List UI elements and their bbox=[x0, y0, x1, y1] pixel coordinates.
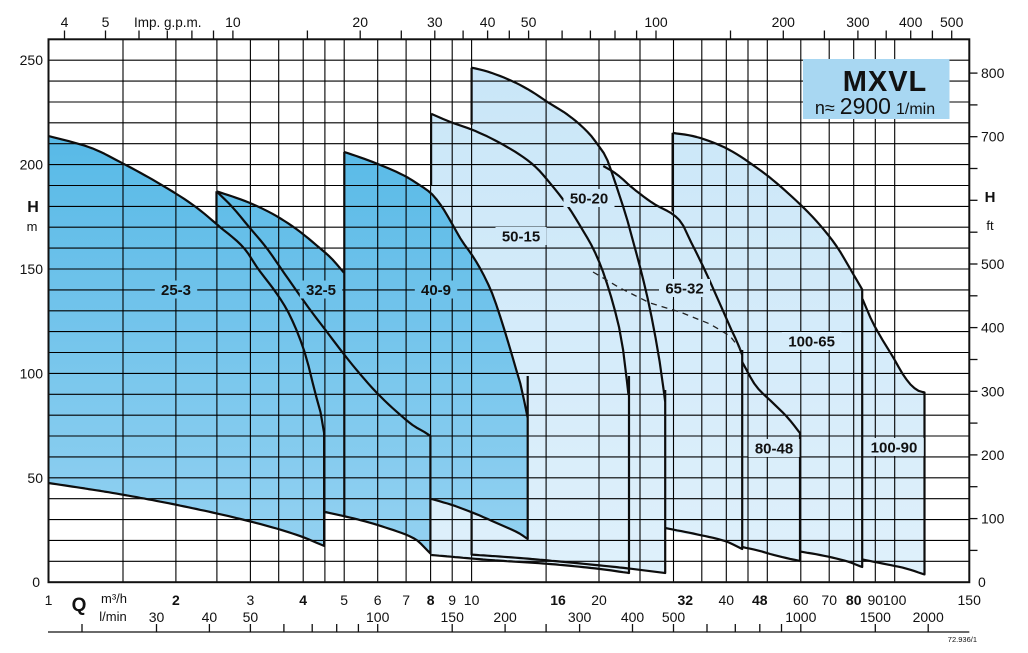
svg-text:100: 100 bbox=[366, 609, 390, 625]
svg-text:50: 50 bbox=[243, 609, 259, 625]
svg-text:300: 300 bbox=[568, 609, 592, 625]
svg-text:32: 32 bbox=[678, 592, 694, 608]
svg-text:72.936/1: 72.936/1 bbox=[948, 635, 977, 644]
svg-text:ft: ft bbox=[986, 218, 994, 233]
svg-text:2: 2 bbox=[172, 592, 180, 608]
svg-text:50: 50 bbox=[27, 470, 43, 486]
svg-text:200: 200 bbox=[981, 447, 1005, 463]
svg-text:700: 700 bbox=[981, 129, 1005, 145]
svg-text:500: 500 bbox=[981, 256, 1005, 272]
svg-text:500: 500 bbox=[662, 609, 686, 625]
svg-text:9: 9 bbox=[448, 592, 456, 608]
svg-text:6: 6 bbox=[374, 592, 382, 608]
svg-text:20: 20 bbox=[591, 592, 607, 608]
svg-text:50-15: 50-15 bbox=[502, 229, 540, 246]
svg-text:100: 100 bbox=[883, 592, 907, 608]
svg-text:200: 200 bbox=[20, 157, 44, 173]
svg-text:70: 70 bbox=[821, 592, 837, 608]
svg-text:H: H bbox=[985, 189, 996, 206]
svg-text:1000: 1000 bbox=[785, 609, 816, 625]
svg-text:16: 16 bbox=[550, 592, 566, 608]
svg-text:800: 800 bbox=[981, 65, 1005, 81]
svg-text:40-9: 40-9 bbox=[421, 282, 451, 299]
svg-text:150: 150 bbox=[441, 609, 465, 625]
svg-text:m³/h: m³/h bbox=[101, 591, 127, 606]
svg-text:4: 4 bbox=[299, 592, 307, 608]
svg-text:500: 500 bbox=[940, 14, 964, 30]
svg-text:60: 60 bbox=[793, 592, 809, 608]
svg-text:10: 10 bbox=[464, 592, 480, 608]
svg-text:32-5: 32-5 bbox=[306, 282, 336, 299]
svg-text:40: 40 bbox=[480, 14, 496, 30]
svg-text:4: 4 bbox=[61, 14, 69, 30]
svg-text:H: H bbox=[27, 199, 39, 216]
svg-text:50-20: 50-20 bbox=[570, 191, 608, 208]
svg-text:48: 48 bbox=[752, 592, 768, 608]
svg-text:3: 3 bbox=[247, 592, 255, 608]
svg-text:5: 5 bbox=[340, 592, 348, 608]
svg-text:0: 0 bbox=[32, 574, 40, 590]
svg-text:400: 400 bbox=[981, 320, 1005, 336]
svg-text:25-3: 25-3 bbox=[161, 282, 191, 299]
svg-text:300: 300 bbox=[981, 383, 1005, 399]
svg-text:7: 7 bbox=[402, 592, 410, 608]
svg-text:80: 80 bbox=[846, 592, 862, 608]
svg-text:m: m bbox=[27, 219, 38, 234]
svg-text:40: 40 bbox=[202, 609, 218, 625]
svg-text:1: 1 bbox=[45, 592, 53, 608]
svg-text:150: 150 bbox=[958, 592, 982, 608]
svg-text:200: 200 bbox=[772, 14, 796, 30]
svg-text:100-65: 100-65 bbox=[788, 334, 835, 351]
svg-text:5: 5 bbox=[102, 14, 110, 30]
svg-text:40: 40 bbox=[719, 592, 735, 608]
svg-text:MXVL: MXVL bbox=[843, 66, 928, 98]
svg-text:0: 0 bbox=[978, 574, 986, 590]
svg-text:Q: Q bbox=[72, 595, 87, 616]
svg-text:250: 250 bbox=[20, 52, 44, 68]
svg-text:8: 8 bbox=[427, 592, 435, 608]
svg-text:10: 10 bbox=[225, 14, 241, 30]
svg-text:65-32: 65-32 bbox=[665, 281, 703, 298]
svg-text:150: 150 bbox=[20, 261, 44, 277]
svg-text:30: 30 bbox=[149, 609, 165, 625]
svg-text:300: 300 bbox=[846, 14, 870, 30]
svg-text:100: 100 bbox=[20, 365, 44, 381]
svg-text:100: 100 bbox=[644, 14, 668, 30]
svg-text:80-48: 80-48 bbox=[755, 441, 793, 458]
svg-text:Imp. g.p.m.: Imp. g.p.m. bbox=[134, 15, 202, 30]
svg-text:50: 50 bbox=[521, 14, 537, 30]
svg-text:400: 400 bbox=[899, 14, 923, 30]
svg-text:200: 200 bbox=[493, 609, 517, 625]
svg-text:1500: 1500 bbox=[860, 609, 891, 625]
svg-text:2000: 2000 bbox=[913, 609, 944, 625]
svg-text:20: 20 bbox=[352, 14, 368, 30]
svg-text:30: 30 bbox=[427, 14, 443, 30]
svg-text:90: 90 bbox=[868, 592, 884, 608]
svg-text:100-90: 100-90 bbox=[871, 440, 918, 457]
svg-text:400: 400 bbox=[621, 609, 645, 625]
svg-text:100: 100 bbox=[981, 511, 1005, 527]
svg-text:l/min: l/min bbox=[99, 609, 126, 624]
